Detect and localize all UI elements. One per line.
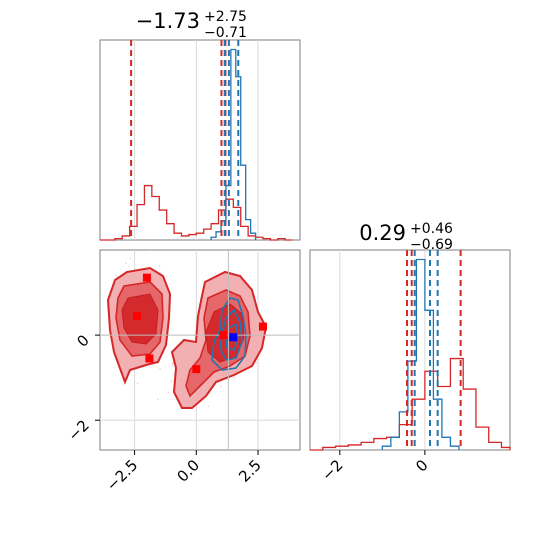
marginal-x-hist-series-1 [210,48,257,240]
marginal-y-hist-series-0 [310,357,511,451]
marker-red [192,365,201,374]
marginal-y-title-value: 0.29 [359,221,406,245]
scatter-point [167,391,170,394]
joint-x-tick-label: 2.5 [235,456,265,486]
marginal-x-title-sub: −0.71 [204,25,247,41]
scatter-point [129,257,132,260]
marginal-x-frame [99,39,301,241]
joint-y-tick-label: 0 [73,331,92,350]
scatter-point [136,382,139,385]
scatter-point [158,265,161,267]
marker-red [142,273,151,282]
scatter-point [255,362,258,364]
marker-red [219,331,228,340]
scatter-point [115,274,118,277]
scatter-point [159,368,161,370]
joint-y-tick-label: −2 [64,416,92,444]
marginal-y-tick-label: 0 [412,456,431,475]
contour-blue-outer [211,297,247,371]
marker-red [133,311,142,320]
joint-x-tick-label: 0.0 [174,456,204,486]
marginal-x-title-value: −1.73 [136,9,200,33]
scatter-point [157,398,159,401]
marginal-x-title-sup: +2.75 [204,9,247,25]
marginal-y-title-sup: +0.46 [410,221,453,237]
joint-panel [99,249,301,451]
scatter-point [170,379,173,382]
marker-red [258,322,267,331]
joint-x-tick-label: −2.5 [103,456,141,494]
scatter-point [171,364,174,367]
scatter-point [171,361,174,364]
scatter-point [125,262,127,265]
scatter-point [150,250,153,251]
scatter-point [219,385,222,388]
marginal-y-hist-series-1 [381,258,460,450]
marginal-y-frame [309,249,511,451]
marginal-x-hist-series-0 [100,184,293,241]
scatter-point [233,376,235,379]
marginal-y-panel: 0.29 +0.46 −0.69 [309,221,511,451]
marginal-y-tick-label: −2 [318,456,346,484]
marginal-y-title-sub: −0.69 [410,237,453,253]
scatter-point [207,405,210,408]
marker-blue [229,333,238,342]
marker-red [145,354,154,363]
marginal-x-panel: −1.73 +2.75 −0.71 [99,9,301,241]
